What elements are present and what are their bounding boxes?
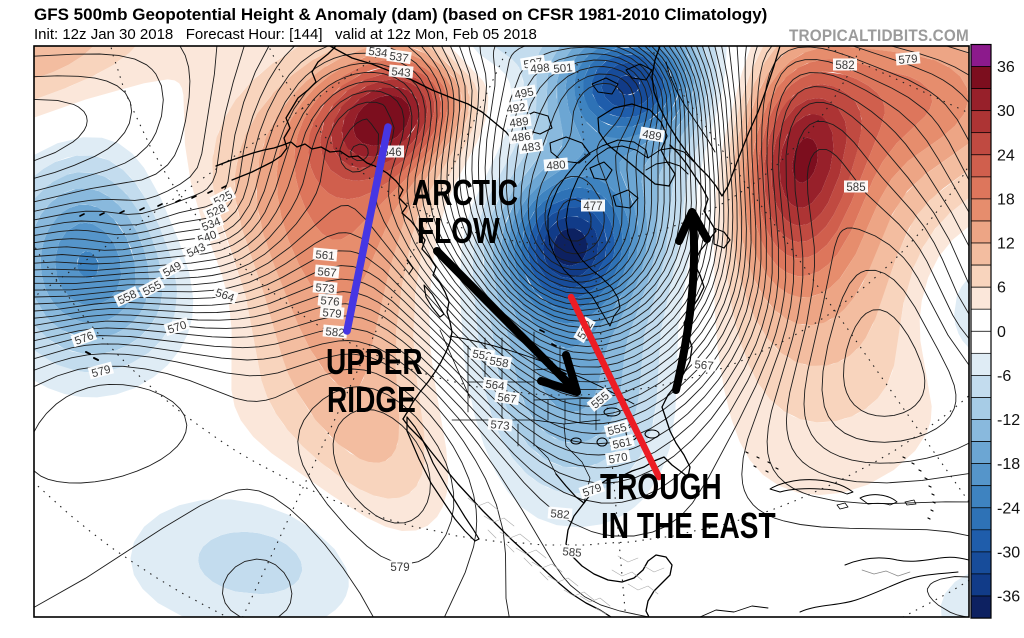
svg-text:30: 30	[997, 103, 1015, 120]
svg-text:576: 576	[320, 295, 340, 309]
svg-text:582: 582	[325, 326, 345, 340]
svg-text:567: 567	[497, 392, 518, 407]
svg-text:570: 570	[608, 451, 629, 466]
svg-text:552: 552	[471, 348, 492, 363]
svg-text:558: 558	[488, 355, 509, 370]
svg-text:564: 564	[485, 379, 506, 394]
svg-text:6: 6	[997, 280, 1006, 297]
svg-text:UPPER: UPPER	[326, 342, 423, 382]
svg-text:489: 489	[509, 116, 530, 131]
svg-text:-24: -24	[997, 500, 1020, 517]
svg-text:-12: -12	[997, 412, 1020, 429]
svg-text:582: 582	[550, 508, 570, 522]
svg-text:477: 477	[583, 201, 602, 213]
svg-text:579: 579	[322, 307, 342, 321]
svg-text:-18: -18	[997, 456, 1020, 473]
svg-text:498: 498	[530, 62, 550, 76]
svg-text:573: 573	[490, 419, 510, 433]
svg-text:579: 579	[390, 562, 409, 574]
svg-text:36: 36	[997, 59, 1015, 76]
svg-text:561: 561	[315, 249, 335, 263]
svg-text:495: 495	[514, 86, 535, 101]
svg-text:FLOW: FLOW	[417, 211, 500, 251]
svg-text:-30: -30	[997, 544, 1020, 561]
svg-text:18: 18	[997, 191, 1015, 208]
svg-text:537: 537	[389, 51, 410, 66]
svg-text:501: 501	[553, 62, 573, 76]
svg-text:0: 0	[997, 324, 1006, 341]
svg-text:534: 534	[368, 46, 389, 61]
svg-text:585: 585	[846, 182, 865, 194]
svg-text:561: 561	[612, 436, 633, 452]
svg-text:570: 570	[166, 319, 188, 336]
svg-text:585: 585	[562, 546, 582, 560]
svg-text:24: 24	[997, 147, 1015, 164]
svg-text:573: 573	[315, 282, 335, 296]
svg-text:IN THE EAST: IN THE EAST	[601, 506, 776, 546]
svg-text:543: 543	[391, 66, 411, 80]
svg-text:579: 579	[898, 53, 918, 67]
svg-text:TROUGH: TROUGH	[600, 467, 722, 507]
svg-text:483: 483	[521, 141, 542, 156]
svg-text:-6: -6	[997, 368, 1011, 385]
svg-text:480: 480	[546, 159, 566, 173]
svg-text:12: 12	[997, 236, 1015, 253]
svg-text:582: 582	[835, 60, 854, 72]
svg-text:567: 567	[317, 266, 337, 280]
svg-text:RIDGE: RIDGE	[327, 380, 416, 420]
svg-text:579: 579	[90, 364, 112, 381]
svg-text:567: 567	[694, 359, 714, 373]
svg-text:555: 555	[606, 422, 628, 439]
svg-text:-36: -36	[997, 589, 1020, 606]
svg-text:ARCTIC: ARCTIC	[412, 173, 518, 213]
svg-text:492: 492	[506, 102, 527, 117]
svg-text:489: 489	[641, 128, 662, 143]
svg-text:546: 546	[382, 147, 401, 159]
